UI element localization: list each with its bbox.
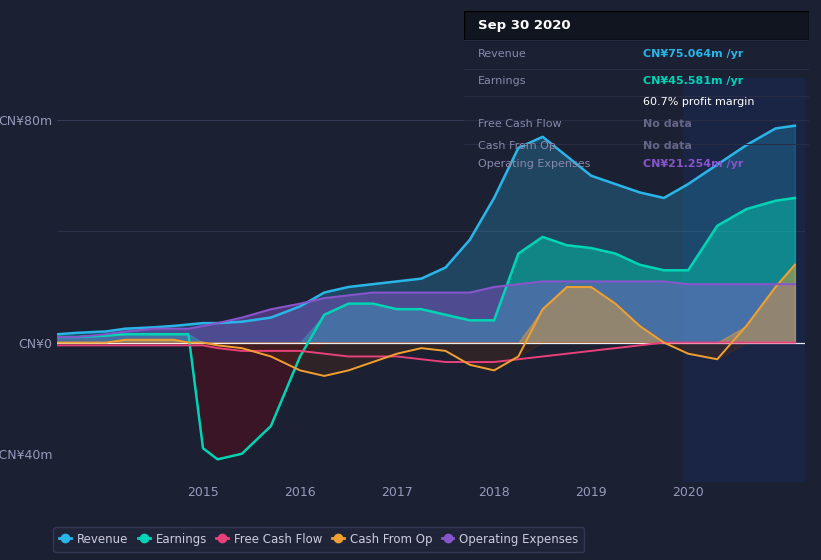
Text: Earnings: Earnings bbox=[478, 76, 526, 86]
Text: 60.7% profit margin: 60.7% profit margin bbox=[643, 97, 754, 107]
Text: No data: No data bbox=[643, 141, 692, 151]
Text: Cash From Op: Cash From Op bbox=[478, 141, 556, 151]
Legend: Revenue, Earnings, Free Cash Flow, Cash From Op, Operating Expenses: Revenue, Earnings, Free Cash Flow, Cash … bbox=[53, 528, 585, 552]
Bar bbox=[683, 78, 814, 482]
Text: Free Cash Flow: Free Cash Flow bbox=[478, 119, 562, 129]
Text: CN¥21.254m /yr: CN¥21.254m /yr bbox=[643, 160, 744, 170]
Text: Sep 30 2020: Sep 30 2020 bbox=[478, 19, 571, 32]
Text: Operating Expenses: Operating Expenses bbox=[478, 160, 590, 170]
FancyBboxPatch shape bbox=[464, 11, 809, 40]
Text: CN¥75.064m /yr: CN¥75.064m /yr bbox=[643, 49, 744, 59]
Text: Revenue: Revenue bbox=[478, 49, 526, 59]
Text: No data: No data bbox=[643, 119, 692, 129]
Text: CN¥45.581m /yr: CN¥45.581m /yr bbox=[643, 76, 744, 86]
